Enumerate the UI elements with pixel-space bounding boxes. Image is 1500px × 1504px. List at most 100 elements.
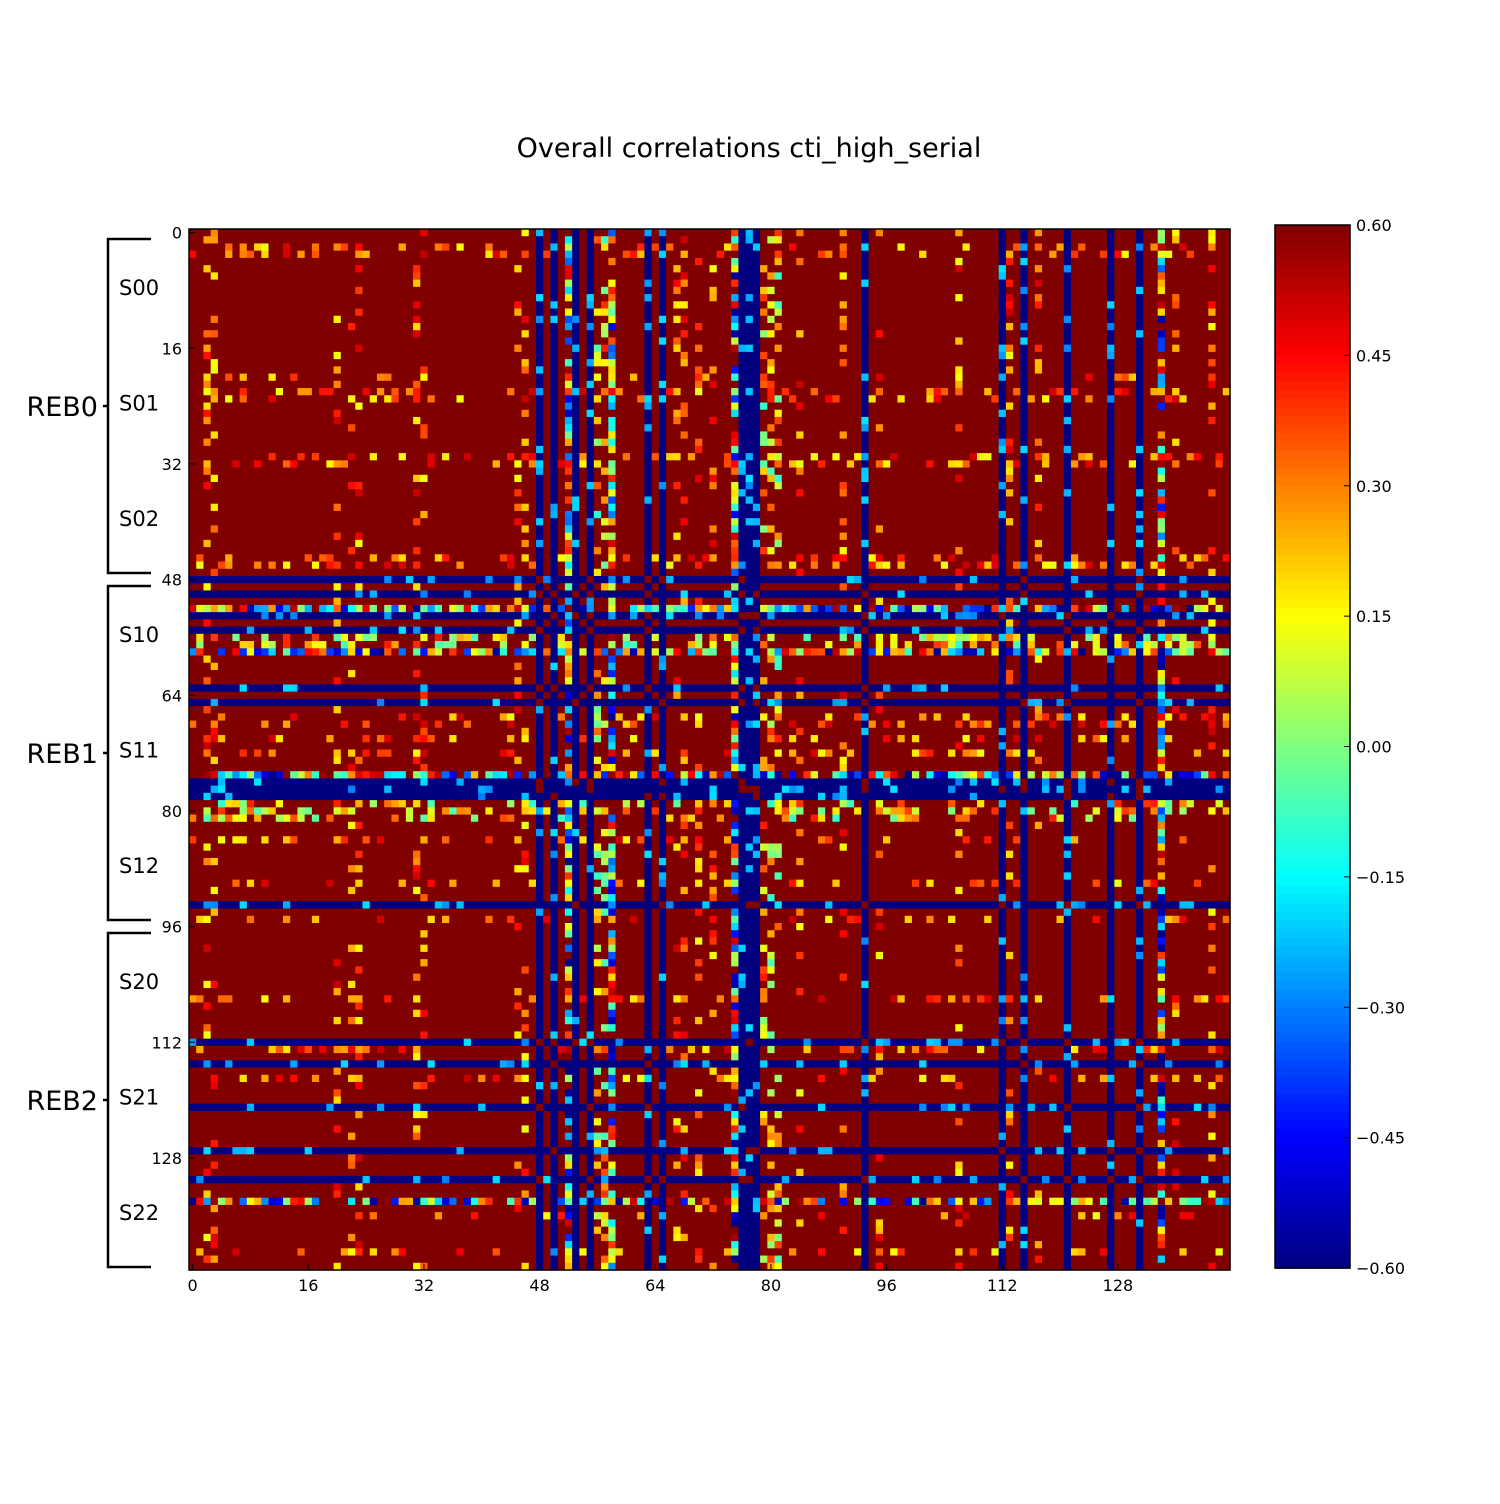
heatmap-cell <box>464 265 472 273</box>
heatmap-cell <box>1057 236 1065 244</box>
heatmap-cell <box>681 453 689 461</box>
heatmap-cell <box>500 431 508 439</box>
heatmap-cell <box>370 287 378 295</box>
heatmap-cell <box>1122 431 1130 439</box>
heatmap-cell <box>269 229 277 237</box>
heatmap-cell <box>232 294 240 302</box>
heatmap-cell <box>594 272 602 280</box>
heatmap-cell <box>413 272 421 280</box>
heatmap-cell <box>1172 446 1180 454</box>
heatmap-cell <box>594 352 602 360</box>
heatmap-cell <box>825 381 833 389</box>
heatmap-cell <box>442 374 450 382</box>
heatmap-cell <box>991 388 999 396</box>
heatmap-cell <box>1100 309 1108 317</box>
heatmap-cell <box>196 381 204 389</box>
heatmap-cell <box>912 272 920 280</box>
heatmap-cell <box>522 309 530 317</box>
heatmap-cell <box>876 417 884 425</box>
heatmap-cell <box>803 337 811 345</box>
heatmap-cell <box>456 345 464 353</box>
heatmap-cell <box>363 475 371 483</box>
heatmap-cell <box>652 316 660 324</box>
heatmap-cell <box>399 243 407 251</box>
heatmap-cell <box>1049 330 1057 338</box>
heatmap-cell <box>456 366 464 374</box>
heatmap-cell <box>391 446 399 454</box>
heatmap-cell <box>1136 381 1144 389</box>
heatmap-cell <box>1107 417 1115 425</box>
heatmap-cell <box>225 410 233 418</box>
heatmap-cell <box>659 395 667 403</box>
heatmap-cell <box>1064 337 1072 345</box>
heatmap-cell <box>753 366 761 374</box>
heatmap-cell <box>644 366 652 374</box>
heatmap-cell <box>326 395 334 403</box>
heatmap-cell <box>905 410 913 418</box>
heatmap-cell <box>652 330 660 338</box>
heatmap-cell <box>832 446 840 454</box>
heatmap-cell <box>1006 265 1014 273</box>
heatmap-cell <box>203 468 211 476</box>
heatmap-cell <box>912 345 920 353</box>
heatmap-cell <box>659 468 667 476</box>
heatmap-cell <box>847 236 855 244</box>
heatmap-cell <box>297 475 305 483</box>
heatmap-cell <box>211 229 219 237</box>
heatmap-cell <box>1179 453 1187 461</box>
heatmap-cell <box>710 460 718 468</box>
heatmap-cell <box>905 352 913 360</box>
heatmap-cell <box>666 439 674 447</box>
heatmap-cell <box>543 439 551 447</box>
heatmap-cell <box>565 258 573 266</box>
heatmap-cell <box>890 460 898 468</box>
heatmap-cell <box>413 352 421 360</box>
heatmap-cell <box>377 460 385 468</box>
heatmap-cell <box>1042 345 1050 353</box>
heatmap-cell <box>702 345 710 353</box>
heatmap-cell <box>963 395 971 403</box>
heatmap-cell <box>261 229 269 237</box>
heatmap-cell <box>1143 272 1151 280</box>
heatmap-cell <box>1100 424 1108 432</box>
heatmap-cell <box>334 388 342 396</box>
heatmap-cell <box>1049 468 1057 476</box>
heatmap-cell <box>1216 287 1224 295</box>
heatmap-cell <box>269 424 277 432</box>
heatmap-cell <box>717 287 725 295</box>
heatmap-cell <box>1006 424 1014 432</box>
heatmap-cell <box>796 468 804 476</box>
heatmap-cell <box>1208 446 1216 454</box>
heatmap-cell <box>782 243 790 251</box>
heatmap-cell <box>890 272 898 280</box>
heatmap-cell <box>363 265 371 273</box>
heatmap-cell <box>196 272 204 280</box>
heatmap-cell <box>695 280 703 288</box>
heatmap-cell <box>420 417 428 425</box>
heatmap-cell <box>240 258 248 266</box>
heatmap-cell <box>435 381 443 389</box>
heatmap-cell <box>1143 431 1151 439</box>
heatmap-cell <box>1085 453 1093 461</box>
heatmap-cell <box>999 243 1007 251</box>
heatmap-cell <box>1057 345 1065 353</box>
heatmap-cell <box>493 381 501 389</box>
heatmap-cell <box>442 417 450 425</box>
heatmap-cell <box>688 468 696 476</box>
heatmap-cell <box>912 243 920 251</box>
heatmap-cell <box>731 460 739 468</box>
heatmap-cell <box>934 309 942 317</box>
heatmap-cell <box>1064 345 1072 353</box>
heatmap-cell <box>507 294 515 302</box>
heatmap-cell <box>377 410 385 418</box>
heatmap-cell <box>1201 431 1209 439</box>
heatmap-cell <box>587 258 595 266</box>
heatmap-cell <box>1143 236 1151 244</box>
heatmap-cell <box>363 453 371 461</box>
heatmap-cell <box>652 345 660 353</box>
heatmap-cell <box>999 301 1007 309</box>
heatmap-cell <box>1129 337 1137 345</box>
heatmap-cell <box>1194 453 1202 461</box>
heatmap-cell <box>471 294 479 302</box>
heatmap-cell <box>673 381 681 389</box>
